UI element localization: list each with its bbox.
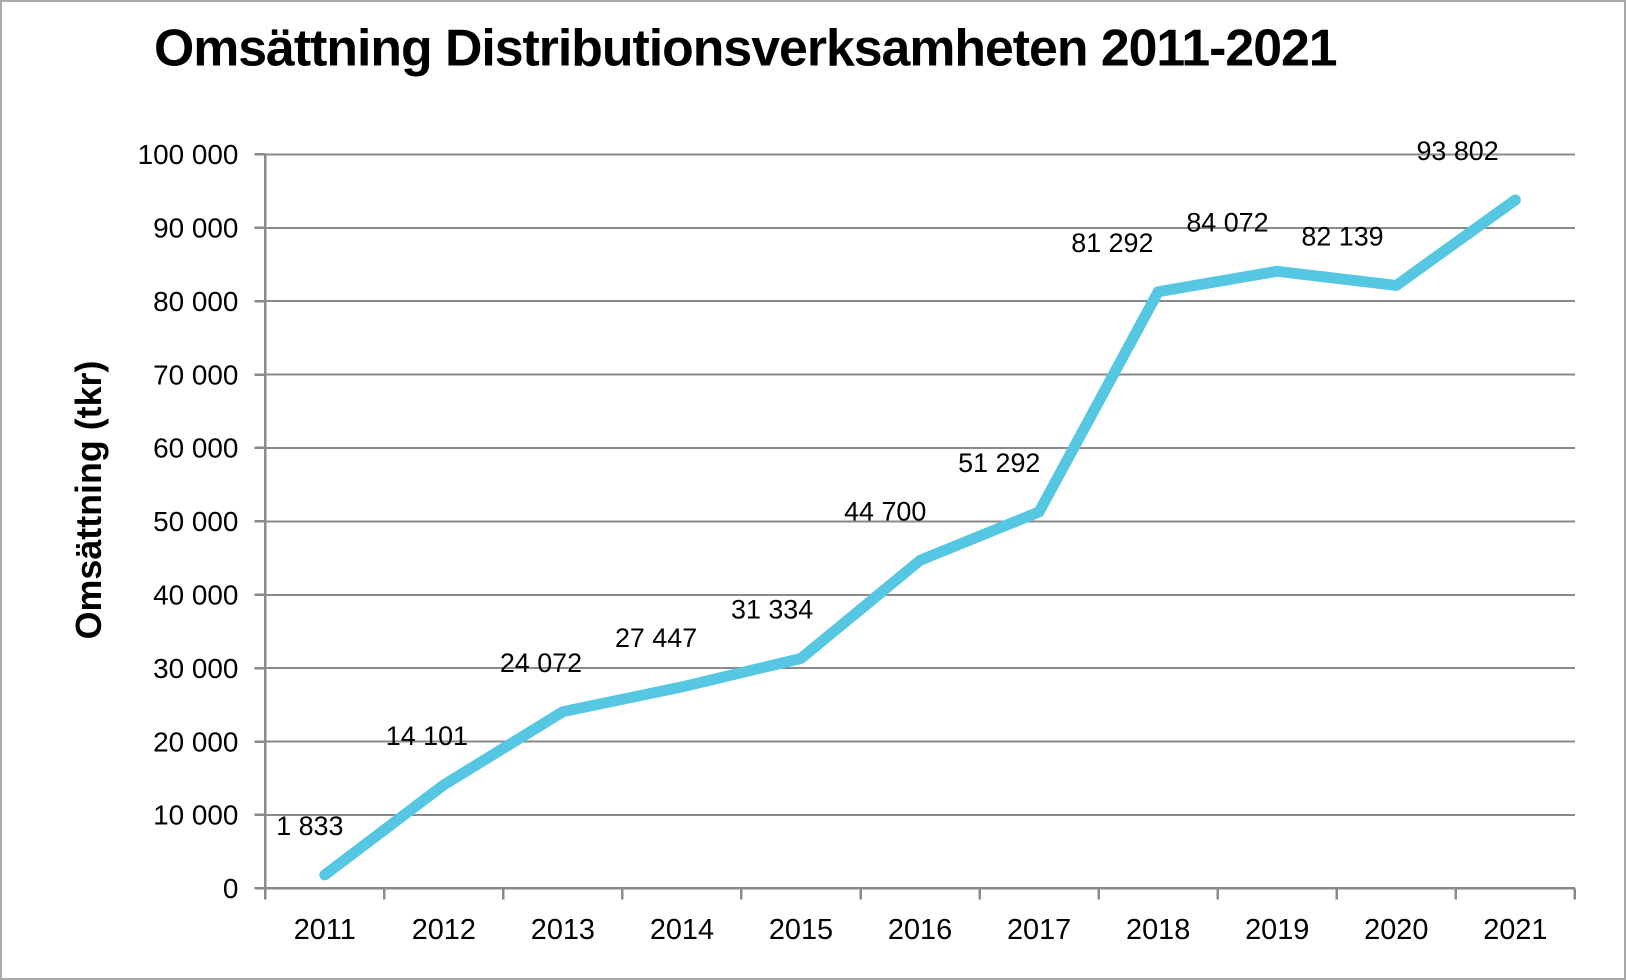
y-tick-label: 40 000 (153, 580, 238, 611)
x-tick-label: 2017 (1007, 914, 1071, 946)
data-label: 81 292 (1071, 228, 1153, 258)
x-tick-label: 2019 (1245, 914, 1309, 946)
x-tick-label: 2021 (1483, 914, 1547, 946)
x-tick-label: 2014 (650, 914, 714, 946)
y-tick-label: 80 000 (153, 286, 238, 317)
y-tick-label: 50 000 (153, 506, 238, 537)
data-label: 24 072 (500, 648, 582, 678)
data-label: 82 139 (1301, 222, 1383, 252)
data-label: 27 447 (615, 623, 697, 653)
y-tick-label: 70 000 (153, 359, 238, 390)
y-axis-title: Omsättning (tkr) (69, 361, 109, 640)
y-tick-label: 20 000 (153, 726, 238, 757)
x-tick-label: 2016 (888, 914, 952, 946)
data-label: 84 072 (1186, 207, 1268, 237)
x-tick-label: 2013 (531, 914, 595, 946)
x-tick-label: 2020 (1364, 914, 1428, 946)
data-label: 51 292 (958, 448, 1040, 478)
data-label: 93 802 (1416, 136, 1498, 166)
y-tick-label: 10 000 (153, 800, 238, 831)
data-label: 14 101 (386, 721, 468, 751)
chart-title: Omsättning Distributionsverksamheten 201… (154, 19, 1337, 77)
x-tick-label: 2012 (412, 914, 476, 946)
data-point-labels: 1 833 14 101 24 072 27 447 31 334 44 700 51 29… (276, 136, 1498, 841)
data-label: 31 334 (731, 595, 813, 625)
y-tick-label: 90 000 (153, 213, 238, 244)
y-axis-tick-labels: 0 10 000 20 000 30 000 40 000 50 000 60 000 70 … (138, 139, 239, 904)
x-tick-label: 2015 (769, 914, 833, 946)
data-label: 1 833 (276, 811, 343, 841)
x-tick-label: 2018 (1126, 914, 1190, 946)
data-series (319, 194, 1521, 881)
y-tick-label: 100 000 (138, 139, 239, 170)
x-tick-label: 2011 (294, 914, 356, 946)
axes (254, 153, 1577, 900)
gridlines (265, 153, 1575, 890)
x-axis-tick-labels: 2011 2012 2013 2014 2015 2016 2017 2018 2019 2020… (294, 914, 1548, 946)
data-label: 44 700 (844, 496, 926, 526)
series-line (319, 194, 1521, 881)
y-tick-label: 60 000 (153, 433, 238, 464)
y-tick-label: 0 (223, 873, 239, 904)
y-tick-label: 30 000 (153, 653, 238, 684)
